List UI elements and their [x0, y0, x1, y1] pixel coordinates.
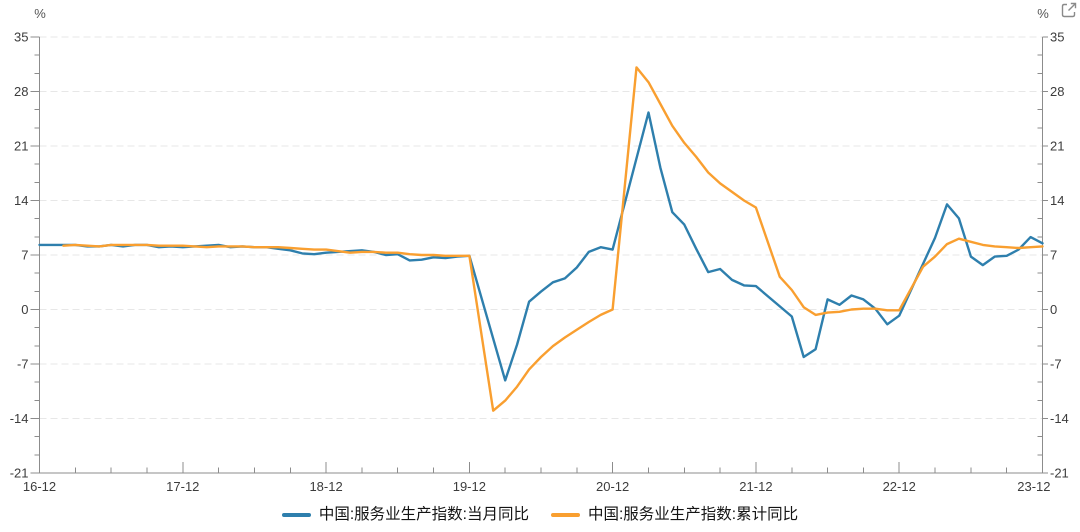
right-y-tick-label: -21 — [1050, 466, 1069, 481]
x-tick-label: 22-12 — [883, 479, 916, 494]
series-lines-group — [38, 66, 1044, 412]
right-axis-unit-label: % — [1037, 6, 1049, 21]
x-tick-label: 16-12 — [23, 479, 56, 494]
right-y-tick-label: -7 — [1050, 357, 1062, 372]
x-tick-label: 20-12 — [596, 479, 629, 494]
left-y-tick-label: 7 — [21, 248, 28, 263]
x-tick-label: 23-12 — [1017, 479, 1050, 494]
right-y-tick-label: 28 — [1050, 84, 1064, 99]
right-y-tick-label: -14 — [1050, 411, 1069, 426]
left-y-tick-label: 14 — [14, 193, 28, 208]
right-y-tick-label: 0 — [1050, 302, 1057, 317]
legend-item-monthly-yoy[interactable]: 中国:服务业生产指数:当月同比 — [281, 506, 529, 524]
left-y-tick-label: 0 — [21, 302, 28, 317]
legend-label-monthly-yoy: 中国:服务业生产指数:当月同比 — [318, 506, 529, 524]
left-y-tick-label: -7 — [17, 357, 29, 372]
left-y-tick-label: 28 — [14, 84, 28, 99]
left-axis-unit-label: % — [34, 6, 46, 21]
series-line-1 — [62, 66, 1044, 412]
right-y-tick-label: 21 — [1050, 139, 1064, 154]
legend-item-cumulative-yoy[interactable]: 中国:服务业生产指数:累计同比 — [551, 507, 798, 523]
right-y-tick-label: 14 — [1050, 193, 1064, 208]
x-tick-label: 19-12 — [453, 479, 486, 494]
open-in-new-window-button[interactable] — [1060, 1, 1078, 19]
axes-group — [30, 36, 1048, 474]
legend-swatch-cumulative-yoy — [551, 513, 580, 517]
left-y-tick-label: -21 — [10, 466, 29, 481]
right-y-tick-label: 35 — [1050, 30, 1064, 45]
legend-label-cumulative-yoy: 中国:服务业生产指数:累计同比 — [588, 506, 799, 524]
external-link-icon — [1061, 2, 1077, 18]
right-y-tick-label: 7 — [1050, 248, 1057, 263]
left-y-tick-label: 21 — [14, 139, 28, 154]
x-tick-label: 17-12 — [166, 479, 199, 494]
legend-swatch-monthly-yoy — [281, 513, 311, 517]
x-tick-label: 18-12 — [309, 479, 342, 494]
left-y-tick-label: 35 — [14, 30, 28, 45]
left-y-tick-label: -14 — [10, 411, 29, 426]
gridlines-group — [39, 36, 1043, 419]
x-tick-label: 21-12 — [739, 479, 772, 494]
legend: 中国:服务业生产指数:当月同比 中国:服务业生产指数:累计同比 — [0, 502, 1080, 528]
